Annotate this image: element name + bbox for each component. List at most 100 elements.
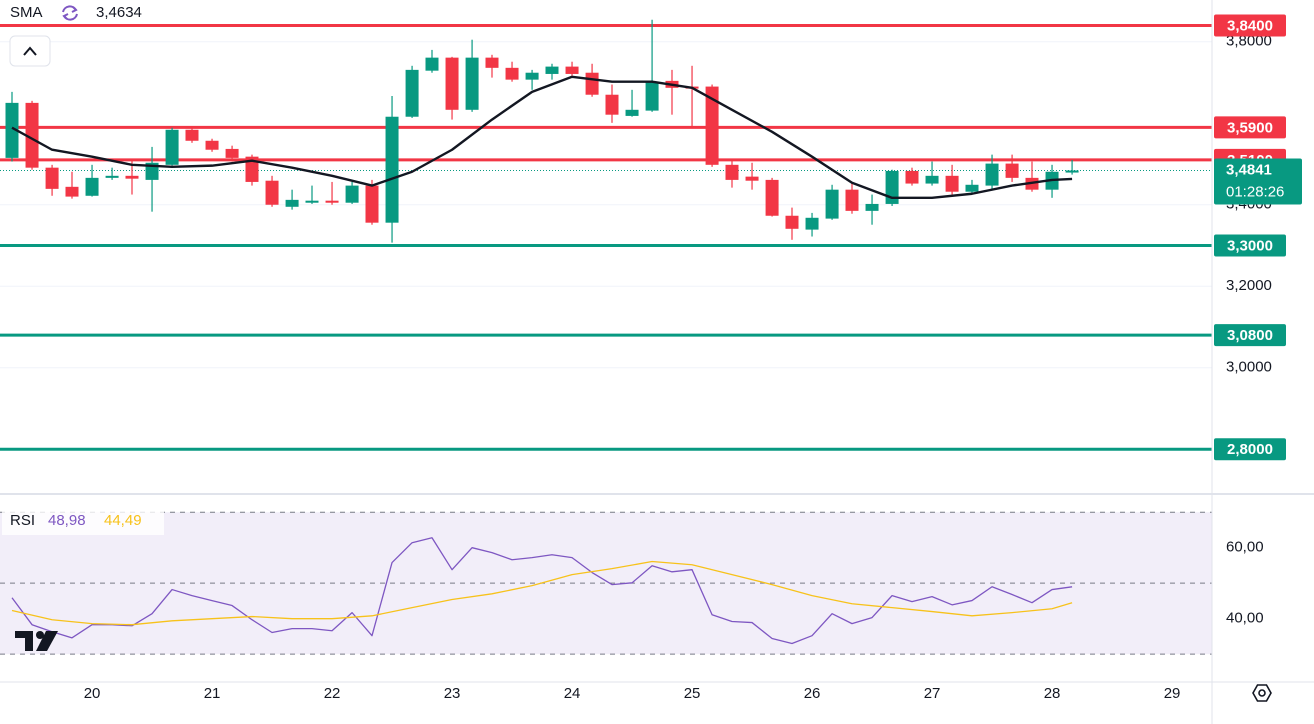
x-tick-label: 28 [1044, 685, 1061, 702]
background-layer [0, 41, 1212, 655]
candle-body [405, 69, 419, 117]
sma-refresh-icon[interactable] [62, 5, 78, 21]
level-label: 3,5900 [1227, 119, 1273, 136]
candle-body [705, 86, 719, 165]
settings-dot [1258, 689, 1266, 697]
rsi-ma-legend-value: 44,49 [104, 512, 142, 529]
level-badge [1214, 438, 1286, 461]
candle-body [925, 175, 939, 184]
level-label: 3,0800 [1227, 327, 1273, 344]
tradingview-logo [15, 631, 58, 651]
rsi-legend-bg [2, 507, 164, 535]
series-line [11, 75, 1073, 200]
candle-body [325, 200, 339, 203]
series-line [11, 560, 1073, 626]
x-tick-label: 26 [804, 685, 821, 702]
logo-part [36, 631, 44, 639]
last-price-label: 3,4841 [1226, 161, 1272, 178]
candle-body [965, 184, 979, 192]
x-tick-label: 29 [1164, 685, 1181, 702]
series-line [11, 537, 1073, 645]
candle-body [305, 200, 319, 203]
level-badge [1214, 14, 1286, 37]
rsi-legend-name: RSI [10, 512, 35, 529]
candle-body [585, 72, 599, 95]
candle-body [365, 185, 379, 223]
candle-body [865, 203, 879, 211]
candle-body [805, 217, 819, 230]
rsi-tick-label: 40,00 [1226, 610, 1264, 627]
rsi-legend-value: 48,98 [48, 512, 86, 529]
candle-body [25, 102, 39, 168]
icon-arrow [62, 13, 69, 20]
x-tick-label: 23 [444, 685, 461, 702]
candle-body [605, 94, 619, 115]
candle-body [985, 163, 999, 186]
sma-legend-name: SMA [10, 4, 43, 21]
logo-part [36, 631, 58, 651]
candle-body [545, 66, 559, 74]
settings-button[interactable] [1252, 684, 1272, 702]
main-layer [0, 19, 1212, 645]
candle-body [125, 175, 139, 179]
collapse-button-bg [9, 35, 51, 67]
legend-bg [0, 0, 164, 24]
candle-body [485, 57, 499, 68]
candle-body [825, 189, 839, 219]
candle-body [205, 140, 219, 150]
candle-body [1065, 170, 1079, 173]
candle-body [165, 129, 179, 165]
last-price-badge [1214, 158, 1302, 205]
candle-body [385, 116, 399, 223]
candle-body [5, 102, 19, 158]
candle-body [565, 66, 579, 74]
candle-body [505, 67, 519, 80]
candle-body [845, 189, 859, 211]
y-tick-label: 3,8000 [1226, 33, 1272, 50]
level-badge [1214, 234, 1286, 257]
x-tick-label: 27 [924, 685, 941, 702]
y-tick-label: 3,0000 [1226, 359, 1272, 376]
settings-hexagon [1252, 684, 1272, 702]
candle-body [105, 175, 119, 178]
candle-body [645, 81, 659, 111]
y-tick-label: 3,2000 [1226, 277, 1272, 294]
level-badge [1214, 324, 1286, 347]
logo-part [15, 631, 33, 651]
icon-arrow [71, 6, 78, 13]
x-tick-label: 22 [324, 685, 341, 702]
candle-body [65, 186, 79, 197]
level-label: 3,8400 [1227, 17, 1273, 34]
candle-body [345, 185, 359, 203]
level-label: 3,3000 [1227, 237, 1273, 254]
level-label: 2,8000 [1227, 441, 1273, 458]
candle-body [465, 57, 479, 110]
candle-body [225, 148, 239, 158]
candle-body [425, 57, 439, 71]
x-tick-label: 21 [204, 685, 221, 702]
rsi-tick-label: 60,00 [1226, 539, 1264, 556]
candle-body [905, 170, 919, 184]
collapse-button[interactable] [9, 35, 51, 67]
candle-body [265, 180, 279, 205]
candle-body [445, 57, 459, 110]
candle-body [725, 164, 739, 180]
candle-body [85, 177, 99, 196]
candle-body [745, 176, 759, 181]
candle-body [1005, 163, 1019, 178]
candle-body [45, 167, 59, 189]
x-tick-label: 24 [564, 685, 581, 702]
level-badge [1214, 116, 1286, 139]
candle-body [765, 179, 779, 216]
candle-body [245, 156, 259, 182]
x-tick-label: 20 [84, 685, 101, 702]
axis-layer: 3,80003,40003,20003,00003,84003,59003,51… [84, 14, 1302, 702]
sma-legend-value: 3,4634 [96, 4, 142, 21]
candle-body [525, 72, 539, 80]
candle-body [625, 109, 639, 116]
x-tick-label: 25 [684, 685, 701, 702]
countdown-label: 01:28:26 [1226, 183, 1284, 200]
